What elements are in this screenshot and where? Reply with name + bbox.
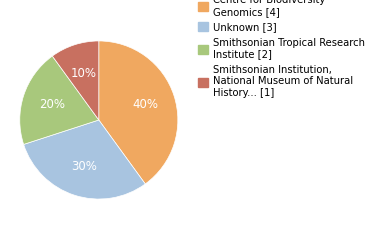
Wedge shape [24, 120, 145, 199]
Text: 30%: 30% [71, 160, 97, 173]
Text: 10%: 10% [71, 67, 97, 80]
Wedge shape [20, 56, 99, 144]
Legend: Centre for Biodiversity
Genomics [4], Unknown [3], Smithsonian Tropical Research: Centre for Biodiversity Genomics [4], Un… [198, 0, 364, 98]
Wedge shape [99, 41, 178, 184]
Wedge shape [52, 41, 99, 120]
Text: 20%: 20% [39, 98, 65, 111]
Text: 40%: 40% [132, 98, 158, 111]
